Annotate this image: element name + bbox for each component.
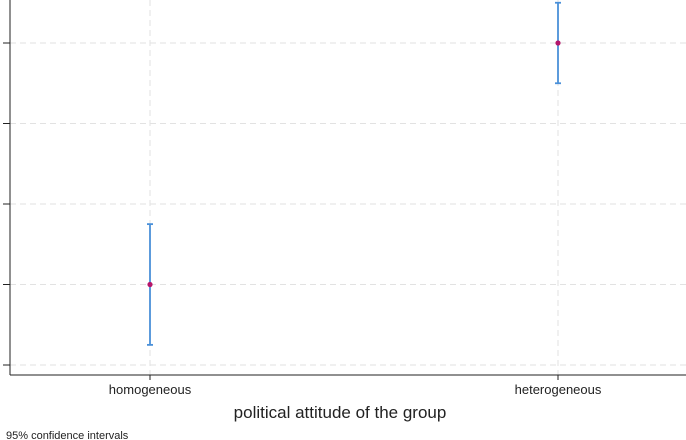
x-axis-label: political attitude of the group — [234, 403, 447, 422]
x-tick-labels: homogeneous heterogeneous — [109, 382, 602, 397]
error-bar-group — [555, 1, 561, 85]
grid — [10, 0, 686, 375]
axes — [3, 0, 686, 380]
data-point — [555, 40, 561, 46]
x-tick-label: heterogeneous — [515, 382, 602, 397]
data-point — [147, 281, 153, 288]
error-bar-group — [147, 223, 153, 346]
footnote: 95% confidence intervals — [6, 430, 129, 440]
x-tick-label: homogeneous — [109, 382, 192, 397]
data-marks — [147, 1, 561, 346]
